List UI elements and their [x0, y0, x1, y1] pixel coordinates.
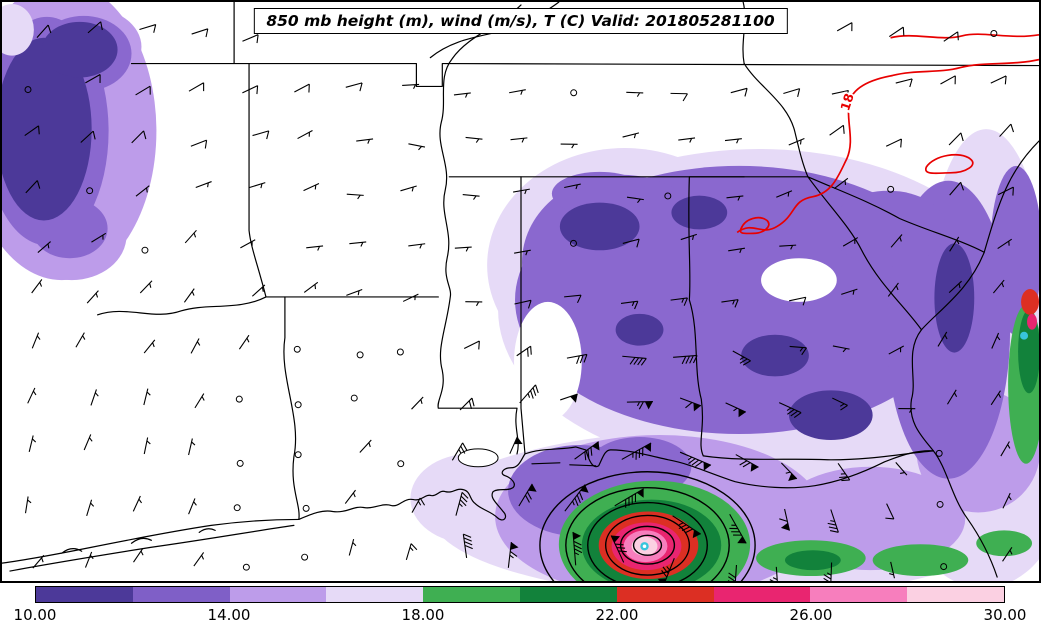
- colorbar-segment: [519, 587, 617, 602]
- isotherm-contours: [736, 33, 1039, 235]
- colorbar-segment: [229, 587, 327, 602]
- colorbar-segment: [713, 587, 811, 602]
- plot-title: 850 mb height (m), wind (m/s), T (C) Val…: [253, 8, 788, 34]
- colorbar-segment: [132, 587, 230, 602]
- map-area: 850 mb height (m), wind (m/s), T (C) Val…: [0, 0, 1041, 583]
- colorbar-segment: [810, 587, 908, 602]
- colorbar-tick-label: 30.00: [983, 606, 1027, 624]
- colorbar-segment: [326, 587, 424, 602]
- height-contours: [539, 471, 756, 581]
- colorbar-tick-label: 26.00: [789, 606, 833, 624]
- colorbar-segment: [907, 587, 1004, 602]
- temperature-shading-layer: [2, 2, 1039, 581]
- storm-warm-core-shading: [558, 289, 1039, 581]
- colorbar: [35, 586, 1005, 603]
- colorbar-segment: [423, 587, 520, 602]
- colorbar-legend: 10.00 14.00 18.00 22.00 26.00 30.00: [0, 583, 1041, 633]
- map-canvas: [2, 2, 1039, 581]
- colorbar-tick-label: 14.00: [207, 606, 251, 624]
- colorbar-tick-label: 10.00: [13, 606, 57, 624]
- colorbar-tick-label: 22.00: [595, 606, 639, 624]
- colorbar-segment: [36, 587, 133, 602]
- colorbar-segment: [616, 587, 714, 602]
- wind-barbs-layer: [24, 21, 1015, 581]
- colorbar-tick-row: 10.00 14.00 18.00 22.00 26.00 30.00: [14, 606, 1027, 628]
- state-borders-coastlines: [2, 2, 1039, 578]
- colorbar-tick-label: 18.00: [401, 606, 445, 624]
- plot-title-text: 850 mb height (m), wind (m/s), T (C) Val…: [266, 12, 775, 30]
